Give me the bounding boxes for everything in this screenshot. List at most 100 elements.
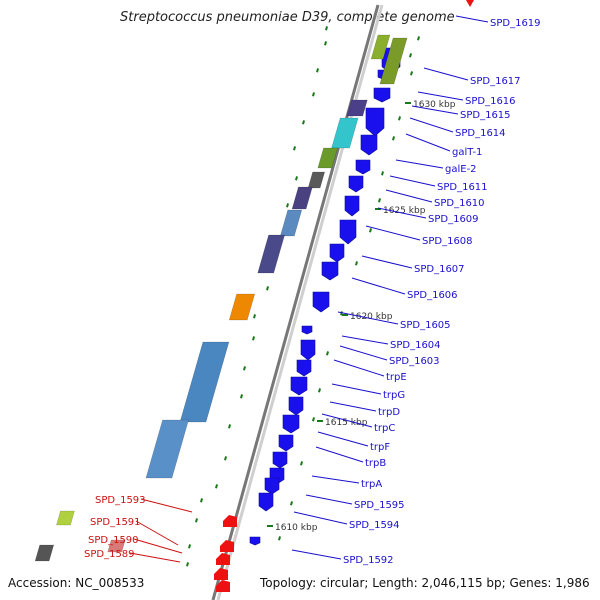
- cog-block-13: [56, 510, 75, 526]
- cog-block-12: [107, 539, 126, 553]
- position-tick-1: [315, 68, 320, 73]
- gene-label-SPD_1619[interactable]: SPD_1619: [490, 18, 541, 29]
- gene-label-trpC[interactable]: trpC: [374, 423, 395, 434]
- position-tick-15: [224, 456, 228, 461]
- leader-line-blue-21: [315, 446, 364, 463]
- position-tick-23: [377, 198, 382, 203]
- gene-label-galT-1[interactable]: galT-1: [452, 147, 482, 158]
- gene-label-SPD_1593[interactable]: SPD_1593: [95, 495, 146, 506]
- leader-line-blue-12: [351, 277, 406, 295]
- position-tick-36: [186, 562, 190, 567]
- position-tick-33: [200, 498, 204, 503]
- kbp-label-3: 1615 kbp: [325, 418, 368, 428]
- leader-line-blue-14: [341, 335, 389, 345]
- gene-label-trpD[interactable]: trpD: [378, 407, 400, 418]
- gene-label-SPD_1614[interactable]: SPD_1614: [455, 128, 506, 139]
- position-tick-26: [340, 311, 344, 316]
- position-tick-32: [278, 536, 282, 541]
- cog-block-14: [34, 544, 55, 562]
- gene-label-SPD_1594[interactable]: SPD_1594: [349, 520, 400, 531]
- gene-label-SPD_1605[interactable]: SPD_1605: [400, 320, 451, 331]
- gene-label-trpE[interactable]: trpE: [386, 372, 407, 383]
- leader-line-blue-25: [291, 549, 342, 560]
- leader-line-blue-17: [331, 383, 382, 395]
- reverse-gene-arrow-4: [216, 580, 230, 592]
- position-tick-14: [228, 424, 232, 429]
- gene-label-SPD_1592[interactable]: SPD_1592: [343, 555, 394, 566]
- gene-label-SPD_1611[interactable]: SPD_1611: [437, 182, 488, 193]
- leader-line-blue-7: [389, 175, 436, 187]
- position-tick-6: [286, 203, 290, 208]
- gene-label-trpA[interactable]: trpA: [361, 479, 382, 490]
- position-tick-29: [311, 417, 316, 422]
- kbp-label-4: 1610 kbp: [275, 523, 318, 533]
- gene-label-SPD_1595[interactable]: SPD_1595: [354, 500, 405, 511]
- position-tick-4: [292, 146, 297, 151]
- forward-gene-arrow-8: [339, 219, 357, 245]
- leader-line-blue-2: [417, 91, 464, 101]
- gene-label-SPD_1609[interactable]: SPD_1609: [428, 214, 479, 225]
- gene-label-SPD_1608[interactable]: SPD_1608: [422, 236, 473, 247]
- leader-line-blue-1: [423, 67, 469, 81]
- leader-line-red-2: [133, 538, 183, 554]
- reverse-gene-arrow-0: [223, 515, 237, 527]
- forward-gene-arrow-11: [312, 291, 330, 313]
- gene-label-SPD_1590[interactable]: SPD_1590: [88, 535, 139, 546]
- reverse-gene-arrow-3: [214, 568, 228, 580]
- gene-label-SPD_1607[interactable]: SPD_1607: [414, 264, 465, 275]
- gene-label-SPD_1603[interactable]: SPD_1603: [389, 356, 440, 367]
- cog-block-3: [331, 117, 359, 149]
- gene-label-SPD_1616[interactable]: SPD_1616: [465, 96, 516, 107]
- position-tick-28: [318, 388, 322, 393]
- forward-gene-arrow-22: [258, 492, 274, 512]
- leader-line-blue-20: [317, 431, 369, 447]
- reverse-gene-arrow-1: [220, 540, 234, 552]
- position-tick-25: [354, 261, 359, 266]
- kbp-label-0: 1630 kbp: [413, 100, 456, 110]
- forward-gene-arrow-16: [288, 396, 304, 416]
- forward-gene-arrow-10: [321, 261, 339, 281]
- gene-label-trpF[interactable]: trpF: [370, 442, 390, 453]
- gene-label-SPD_1615[interactable]: SPD_1615: [460, 110, 511, 121]
- map-title: Streptococcus pneumoniae D39, complete g…: [120, 10, 455, 25]
- gene-label-galE-2[interactable]: galE-2: [445, 164, 477, 175]
- position-tick-2: [311, 92, 316, 97]
- leader-line-blue-3: [411, 105, 459, 115]
- leader-line-blue-24: [293, 511, 348, 525]
- gene-label-SPD_1606[interactable]: SPD_1606: [407, 290, 458, 301]
- forward-gene-arrow-4: [360, 134, 378, 156]
- leader-line-blue-8: [385, 189, 433, 203]
- gene-label-SPD_1610[interactable]: SPD_1610: [434, 198, 485, 209]
- cog-block-11: [145, 419, 189, 479]
- cog-block-7: [280, 209, 303, 237]
- topology-label: Topology: circular; Length: 2,046,115 bp…: [260, 576, 590, 590]
- gene-label-SPD_1589[interactable]: SPD_1589: [84, 549, 135, 560]
- forward-gene-arrow-17: [282, 414, 300, 434]
- position-tick-20: [398, 116, 402, 121]
- forward-gene-arrow-14: [296, 359, 312, 377]
- position-tick-16: [214, 484, 219, 489]
- position-tick-17: [323, 41, 328, 46]
- gene-label-SPD_1604[interactable]: SPD_1604: [390, 340, 441, 351]
- gene-label-trpB[interactable]: trpB: [365, 458, 386, 469]
- cog-block-6: [291, 186, 313, 210]
- reverse-gene-arrow-2: [216, 553, 230, 565]
- cog-block-1: [370, 34, 391, 60]
- forward-gene-arrow-21: [264, 477, 280, 495]
- gene-label-SPD_1617[interactable]: SPD_1617: [470, 76, 521, 87]
- gene-label-trpG[interactable]: trpG: [383, 390, 405, 401]
- forward-gene-arrow-15: [290, 376, 308, 396]
- position-tick-10: [253, 314, 257, 319]
- leader-line-blue-22: [311, 475, 360, 484]
- gene-label-SPD_1591[interactable]: SPD_1591: [90, 517, 141, 528]
- leader-line-blue-16: [333, 359, 385, 377]
- leader-line-blue-23: [305, 494, 353, 505]
- position-tick-12: [242, 366, 247, 371]
- position-tick-13: [240, 394, 244, 399]
- forward-gene-arrow-7: [344, 195, 360, 217]
- position-tick-3: [302, 120, 306, 125]
- position-tick-21: [392, 136, 396, 141]
- forward-gene-arrow-6: [348, 175, 364, 193]
- leader-line-blue-0: [455, 15, 489, 23]
